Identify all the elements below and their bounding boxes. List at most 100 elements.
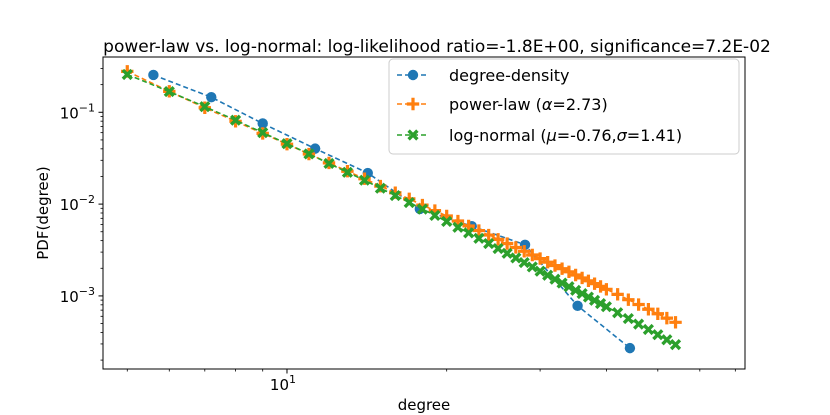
legend-prefix-log-normal: log-normal ( (449, 126, 547, 145)
legend-entry-log-normal: log-normal (μ=-0.76,σ=1.41) (397, 126, 682, 145)
chart-title: power-law vs. log-normal: log-likelihood… (103, 37, 771, 57)
y-tick-label: 10−2 (60, 193, 95, 214)
data-point-degree-density (148, 69, 159, 81)
data-point-log-normal (563, 281, 575, 293)
series-log-normal (121, 68, 682, 351)
legend: degree-density power-law (α=2.73) log-no… (388, 58, 740, 155)
data-point-power-law (428, 204, 442, 217)
data-point-log-normal (163, 86, 175, 98)
y-axis-ticks: 10−1 10−2 10−3 (60, 101, 103, 306)
legend-symbol-degree-density (407, 69, 419, 81)
data-point-log-normal (341, 166, 354, 178)
legend-sigma-value: =1.41) (627, 126, 682, 145)
data-point-log-normal (510, 252, 522, 264)
legend-alpha-symbol: α (542, 95, 553, 114)
data-point-power-law (416, 198, 429, 212)
y-tick-label: 10−3 (60, 285, 95, 306)
x-axis-ticks: 101 (270, 369, 296, 394)
data-point-power-law (611, 288, 624, 301)
data-point-power-law (600, 283, 613, 296)
data-point-log-normal (588, 294, 601, 306)
legend-symbol-log-normal (407, 129, 419, 141)
data-point-degree-density (206, 91, 217, 103)
legend-box (388, 58, 740, 155)
data-point-power-law (548, 259, 562, 272)
series-layer (121, 65, 682, 354)
data-point-log-normal (452, 221, 464, 233)
data-point-power-law (588, 277, 601, 290)
legend-sigma-symbol: σ (617, 126, 628, 145)
data-point-power-law (569, 268, 582, 282)
data-point-power-law (389, 186, 402, 199)
data-point-log-normal (229, 114, 242, 126)
legend-mu-value: =-0.76, (557, 126, 617, 145)
x-axis-label: degree (398, 396, 451, 414)
data-point-log-normal (570, 284, 582, 296)
data-point-log-normal (429, 209, 441, 222)
legend-marker-power-law (406, 97, 420, 111)
data-point-power-law (403, 192, 416, 206)
data-point-power-law (660, 311, 674, 325)
x-tick-label: 101 (270, 373, 296, 394)
data-point-degree-density (624, 342, 636, 354)
data-point-power-law (518, 245, 531, 258)
data-point-log-normal (600, 301, 612, 313)
legend-entry-power-law: power-law (α=2.73) (397, 95, 608, 114)
data-point-log-normal (576, 288, 588, 300)
data-point-log-normal (661, 334, 673, 346)
legend-alpha-value: =2.73) (552, 95, 607, 114)
y-tick-label: 10−1 (60, 101, 95, 122)
data-point-log-normal (642, 323, 654, 336)
data-point-power-law (622, 293, 635, 306)
data-point-power-law (669, 316, 682, 329)
data-point-log-normal (518, 256, 530, 269)
data-point-power-law (500, 237, 514, 250)
data-point-log-normal (669, 339, 682, 351)
data-point-power-law (594, 280, 607, 293)
legend-entry-degree-density: degree-density (397, 66, 570, 85)
legend-prefix-power-law: power-law ( (449, 95, 542, 114)
legend-text-degree-density: degree-density (449, 66, 570, 85)
data-point-log-normal (526, 261, 538, 273)
data-point-log-normal (612, 307, 624, 319)
data-point-power-law (642, 303, 655, 316)
data-point-log-normal (582, 291, 595, 303)
data-point-log-normal (473, 232, 485, 244)
data-point-log-normal (358, 174, 371, 186)
data-point-log-normal (281, 138, 293, 150)
data-point-log-normal (556, 277, 568, 289)
data-point-log-normal (622, 312, 634, 325)
data-point-log-normal (549, 273, 561, 285)
data-point-log-normal (594, 297, 607, 310)
data-point-power-law (562, 265, 576, 279)
data-point-degree-density (519, 239, 531, 251)
data-point-power-law (472, 224, 486, 237)
data-point-power-law (632, 298, 645, 311)
data-point-power-law (541, 255, 554, 269)
data-point-power-law (555, 262, 569, 275)
data-point-log-normal (463, 227, 475, 239)
data-point-log-normal (542, 269, 554, 281)
data-point-log-normal (121, 68, 133, 81)
data-point-log-normal (492, 242, 504, 255)
data-point-power-law (509, 241, 523, 254)
y-axis-label: PDF(degree) (34, 166, 52, 260)
data-point-power-law (526, 248, 539, 262)
data-point-degree-density (572, 300, 583, 312)
data-point-power-law (440, 209, 453, 223)
data-point-power-law (575, 271, 589, 285)
data-point-log-normal (403, 196, 415, 209)
data-point-power-law (451, 214, 465, 228)
legend-marker-degree-density (407, 69, 419, 81)
data-point-log-normal (441, 215, 453, 228)
data-point-log-normal (501, 247, 513, 259)
minor-ticks (100, 68, 736, 372)
data-point-power-law (121, 65, 134, 78)
data-point-log-normal (633, 318, 645, 330)
data-point-log-normal (416, 203, 428, 215)
data-point-power-law (482, 228, 495, 242)
data-point-log-normal (374, 182, 386, 194)
data-point-log-normal (303, 148, 315, 160)
data-point-power-law (651, 307, 665, 320)
